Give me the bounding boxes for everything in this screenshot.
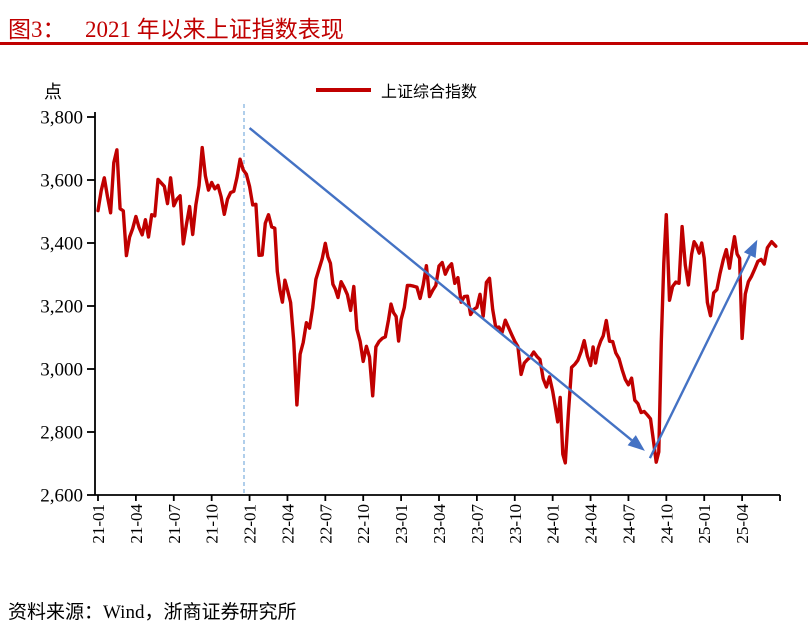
series-line-sse-composite (96, 145, 778, 465)
y-tick-label: 3,000 (40, 360, 83, 381)
x-tick-label: 24-07 (619, 504, 638, 544)
x-tick-label: 23-07 (468, 504, 487, 544)
y-tick-label: 2,600 (40, 486, 83, 507)
y-tick-label: 3,200 (40, 297, 83, 318)
x-tick-label: 24-10 (657, 504, 676, 544)
x-tick-label: 24-01 (544, 504, 563, 544)
x-tick-label: 22-07 (316, 504, 335, 544)
x-tick-label: 22-01 (241, 504, 260, 544)
trend-arrow-down (248, 127, 645, 451)
x-tick-label: 25-04 (733, 504, 752, 544)
figure-title: 2021 年以来上证指数表现 (85, 17, 344, 42)
chart-legend: 上证综合指数 (316, 78, 477, 102)
y-tick-label: 3,600 (40, 171, 83, 192)
figure-header: 图3： 2021 年以来上证指数表现 (8, 10, 800, 42)
figure-number-label: 图3： (8, 17, 66, 42)
y-tick-label: 3,800 (40, 108, 83, 129)
y-axis-unit-label: 点 (44, 82, 62, 102)
x-tick-label: 21-01 (89, 504, 108, 544)
source-note: 资料来源：Wind，浙商证券研究所 (8, 602, 297, 623)
x-tick-label: 23-10 (506, 504, 525, 544)
x-tick-label: 21-10 (203, 504, 222, 544)
x-axis: 21-01 21-04 21-07 21-10 22-01 22-04 22-07 22-10… (89, 495, 781, 544)
x-tick-label: 21-07 (165, 504, 184, 544)
x-tick-label: 24-04 (582, 504, 601, 544)
legend-line-swatch (316, 87, 371, 93)
legend-label: 上证综合指数 (381, 84, 478, 101)
x-tick-label: 21-04 (127, 504, 146, 544)
x-tick-label: 25-01 (695, 504, 714, 544)
x-tick-label: 23-04 (430, 504, 449, 544)
y-axis: 3,800 3,600 3,400 3,200 3,000 2,800 2,600 (40, 108, 95, 507)
axes (94, 112, 780, 496)
x-tick-label: 22-04 (278, 504, 297, 544)
x-tick-label: 23-01 (392, 504, 411, 544)
x-tick-label: 22-10 (354, 504, 373, 544)
y-tick-label: 2,800 (40, 423, 83, 444)
trend-arrow-up (648, 239, 758, 459)
y-tick-label: 3,400 (40, 234, 83, 255)
title-underline (0, 42, 808, 45)
